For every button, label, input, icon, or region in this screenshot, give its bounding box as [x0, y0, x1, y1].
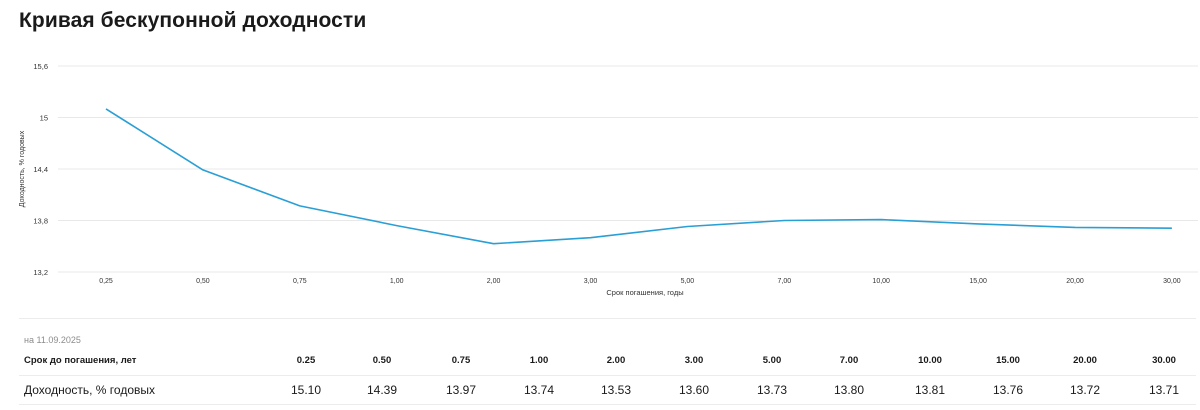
term-cell: 0.25 [296, 355, 316, 366]
yield-cell: 13.97 [445, 383, 477, 397]
term-cell: 20.00 [1073, 355, 1097, 366]
x-tick-label: 0,25 [99, 278, 113, 285]
x-tick-label: 3,00 [584, 278, 598, 285]
table-header-row: Срок до погашения, лет 0.25 0.50 0.75 1.00 2… [0, 352, 1200, 372]
page-title: Кривая бескупонной доходности [19, 9, 367, 32]
y-tick-label: 15 [40, 114, 48, 123]
term-cell: 7.00 [839, 355, 859, 366]
term-cell: 15.00 [996, 355, 1020, 366]
x-tick-label: 5,00 [681, 278, 695, 285]
x-tick-label: 0,50 [196, 278, 210, 285]
yield-cell: 13.73 [756, 383, 788, 397]
x-tick-label: 7,00 [777, 278, 791, 285]
yield-series-line [105, 108, 1172, 245]
yield-cell: 13.74 [523, 383, 555, 397]
term-cell: 1.00 [529, 355, 549, 366]
term-cell: 2.00 [606, 355, 626, 366]
yield-cell: 14.39 [366, 383, 398, 397]
table-header-label: Срок до погашения, лет [24, 355, 137, 366]
yield-curve-chart: 13,2 13,8 14,4 15 15,6 0,25 0,50 0,75 1,00 2,00 3,… [19, 62, 1198, 297]
x-tick-label: 15,00 [969, 278, 987, 285]
yield-cell: 13.72 [1069, 383, 1101, 397]
yield-cell: 13.80 [833, 383, 865, 397]
x-tick-label: 10,00 [872, 278, 890, 285]
term-cell: 30.00 [1152, 355, 1176, 366]
y-tick-label: 15,6 [33, 62, 48, 71]
yield-cell: 13.71 [1148, 383, 1180, 397]
yield-cell: 13.60 [678, 383, 710, 397]
y-axis-title: Доходность, % годовых [19, 130, 26, 207]
divider [19, 318, 1196, 319]
term-cell: 0.50 [372, 355, 392, 366]
x-tick-label: 30,00 [1163, 278, 1181, 285]
x-tick-label: 2,00 [487, 278, 501, 285]
x-tick-label: 1,00 [390, 278, 404, 285]
y-tick-label: 14,4 [33, 165, 48, 174]
divider [19, 404, 1196, 405]
yield-cell: 13.81 [914, 383, 946, 397]
term-cell: 10.00 [918, 355, 942, 366]
y-tick-label: 13,2 [33, 268, 48, 277]
x-axis-title: Срок погашения, годы [606, 288, 683, 297]
yield-cell: 13.53 [600, 383, 632, 397]
divider [19, 375, 1196, 376]
term-cell: 5.00 [762, 355, 782, 366]
as-of-date: на 11.09.2025 [24, 335, 81, 345]
table-row-label: Доходность, % годовых [24, 383, 155, 397]
yield-cell: 13.76 [992, 383, 1024, 397]
x-tick-label: 20,00 [1066, 278, 1084, 285]
term-cell: 3.00 [684, 355, 704, 366]
x-tick-label: 0,75 [293, 278, 307, 285]
yield-cell: 15.10 [290, 383, 322, 397]
term-cell: 0.75 [451, 355, 471, 366]
y-tick-label: 13,8 [33, 217, 48, 226]
table-values-row: Доходность, % годовых 15.10 14.39 13.97 13.… [0, 380, 1200, 400]
